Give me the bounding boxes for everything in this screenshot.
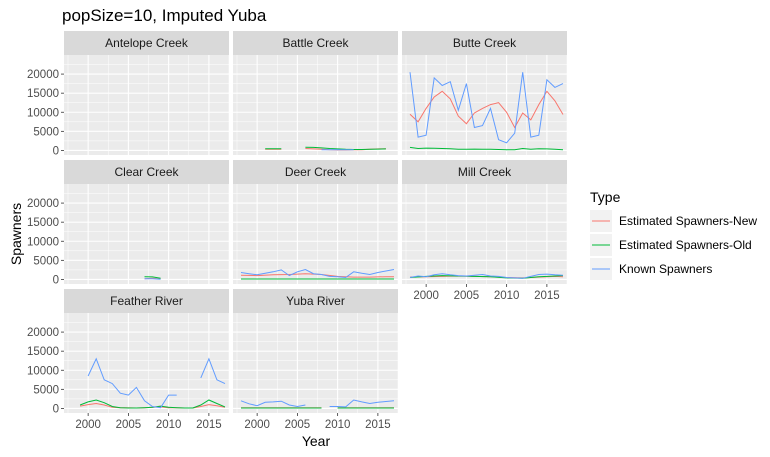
- y-axis-title: Spawners: [8, 203, 24, 265]
- y-tick-label: 0: [53, 145, 59, 157]
- strip-antelope-creek: [64, 31, 229, 55]
- strip-label-feather-river: Feather River: [110, 294, 183, 308]
- x-tick-label: 2015: [534, 290, 560, 302]
- series-line-known-spawners-feather-river: [200, 357, 226, 385]
- strip-label-clear-creek: Clear Creek: [114, 165, 179, 179]
- y-tick-label: 0: [53, 274, 59, 286]
- strip-label-butte-creek: Butte Creek: [453, 36, 517, 50]
- x-tick-label: 2000: [75, 419, 101, 431]
- strip-mill-creek: [402, 160, 567, 184]
- x-tick-label: 2010: [494, 290, 520, 302]
- panel-antelope-creek: [64, 55, 229, 155]
- strip-label-yuba-river: Yuba River: [286, 294, 345, 308]
- panel-battle-creek: [233, 55, 398, 155]
- series-line-known-spawners-yuba-river: [329, 399, 395, 408]
- y-tick-label: 10000: [27, 365, 59, 377]
- legend-label-estimated-spawners-old: Estimated Spawners-Old: [619, 238, 752, 252]
- panel-deer-creek: [233, 184, 398, 284]
- y-tick-label: 10000: [27, 107, 59, 119]
- legend-label-known-spawners: Known Spawners: [619, 262, 712, 276]
- x-axis-title: Year: [302, 433, 331, 449]
- y-tick-label: 15000: [27, 88, 59, 100]
- strip-label-battle-creek: Battle Creek: [282, 36, 349, 50]
- strip-clear-creek: [64, 160, 229, 184]
- strip-battle-creek: [233, 31, 398, 55]
- y-tick-label: 15000: [27, 346, 59, 358]
- panel-mill-creek: [402, 184, 567, 284]
- x-tick-label: 2005: [116, 419, 142, 431]
- series-line-known-spawners-mill-creek: [409, 273, 564, 279]
- x-tick-label: 2015: [196, 419, 222, 431]
- x-tick-label: 2010: [325, 419, 351, 431]
- y-tick-label: 5000: [33, 126, 59, 138]
- series-line-known-spawners-butte-creek: [409, 72, 564, 144]
- x-tick-label: 2000: [244, 419, 270, 431]
- series-line-known-spawners-clear-creek: [144, 278, 161, 280]
- strip-butte-creek: [402, 31, 567, 55]
- y-tick-label: 15000: [27, 217, 59, 229]
- series-line-known-spawners-deer-creek: [240, 268, 395, 279]
- series-line-known-spawners-yuba-river: [240, 400, 306, 408]
- plot-title: popSize=10, Imputed Yuba: [62, 6, 267, 25]
- series-line-estimated-spawners-new-butte-creek: [409, 90, 564, 129]
- panel-clear-creek: [64, 184, 229, 284]
- x-tick-label: 2005: [285, 419, 311, 431]
- y-tick-label: 5000: [33, 384, 59, 396]
- x-tick-label: 2015: [365, 419, 391, 431]
- legend-title: Type: [590, 189, 621, 205]
- strip-label-deer-creek: Deer Creek: [285, 165, 347, 179]
- y-tick-label: 20000: [27, 198, 59, 210]
- strip-deer-creek: [233, 160, 398, 184]
- series-line-estimated-spawners-old-butte-creek: [409, 146, 564, 151]
- panel-feather-river: [64, 313, 229, 413]
- strip-yuba-river: [233, 289, 398, 313]
- y-tick-label: 0: [53, 403, 59, 415]
- y-tick-label: 5000: [33, 255, 59, 267]
- strip-label-mill-creek: Mill Creek: [458, 165, 512, 179]
- panel-yuba-river: [233, 313, 398, 413]
- x-tick-label: 2000: [413, 290, 439, 302]
- y-tick-label: 20000: [27, 69, 59, 81]
- series-line-estimated-spawners-old-clear-creek: [144, 276, 161, 279]
- panel-butte-creek: [402, 55, 567, 155]
- x-tick-label: 2010: [156, 419, 182, 431]
- x-tick-label: 2005: [454, 290, 480, 302]
- strip-label-antelope-creek: Antelope Creek: [105, 36, 189, 50]
- series-line-estimated-spawners-old-feather-river: [79, 399, 226, 409]
- legend-label-estimated-spawners-new: Estimated Spawners-New: [619, 214, 757, 228]
- y-tick-label: 20000: [27, 327, 59, 339]
- y-tick-label: 10000: [27, 236, 59, 248]
- series-line-estimated-spawners-old-mill-creek: [409, 275, 564, 279]
- series-line-known-spawners-feather-river: [87, 357, 177, 409]
- strip-feather-river: [64, 289, 229, 313]
